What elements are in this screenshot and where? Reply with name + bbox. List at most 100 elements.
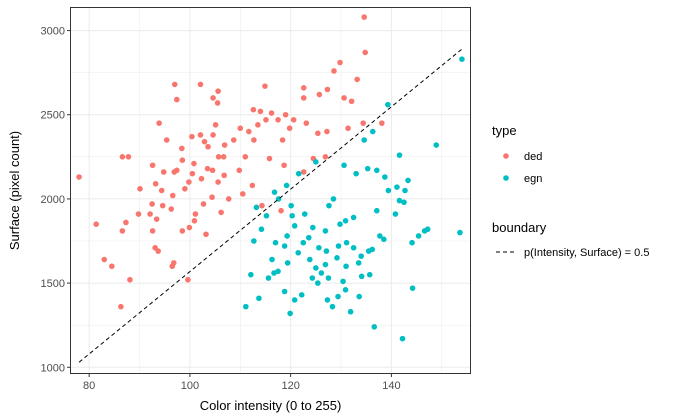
point-ded <box>268 110 275 116</box>
point-egn <box>288 202 294 209</box>
major-gridlines <box>70 7 471 374</box>
point-egn <box>373 207 380 214</box>
point-egn <box>415 233 422 239</box>
point-egn <box>343 263 349 270</box>
point-egn <box>337 221 343 227</box>
point-ded <box>286 125 293 132</box>
point-egn <box>355 260 362 266</box>
point-egn <box>256 295 262 302</box>
point-ded <box>191 218 198 224</box>
x-tick-label: 140 <box>382 380 400 392</box>
point-ded <box>203 231 209 238</box>
point-ded <box>197 81 204 88</box>
point-ded <box>198 175 205 182</box>
point-egn <box>305 234 312 241</box>
point-egn <box>315 280 321 286</box>
point-ded <box>163 137 170 143</box>
point-ded <box>119 154 126 160</box>
point-egn <box>283 182 290 189</box>
point-egn <box>358 253 364 259</box>
point-ded <box>204 165 211 172</box>
point-egn <box>323 248 330 254</box>
point-egn <box>405 177 411 184</box>
point-egn <box>313 159 319 165</box>
point-ded <box>171 169 178 175</box>
point-egn <box>409 285 416 291</box>
point-egn <box>396 197 403 204</box>
point-egn <box>381 236 387 243</box>
point-egn <box>373 167 380 174</box>
point-egn <box>358 273 365 280</box>
x-tick-label: 100 <box>181 380 199 392</box>
point-ded <box>215 88 221 94</box>
legend-key-egn <box>503 175 509 181</box>
point-egn <box>335 243 342 249</box>
point-ded <box>300 85 307 91</box>
point-ded <box>160 169 167 175</box>
point-ded <box>257 108 264 115</box>
point-egn <box>433 142 440 148</box>
point-egn <box>289 212 295 219</box>
point-ded <box>147 211 153 217</box>
point-egn <box>385 187 392 194</box>
point-ded <box>209 167 216 174</box>
point-egn <box>377 233 383 239</box>
legend-boundary-title: boundary <box>492 220 547 235</box>
point-ded <box>322 154 329 160</box>
point-ded <box>230 137 237 143</box>
point-egn <box>306 256 313 263</box>
point-ded <box>109 263 115 270</box>
point-ded <box>179 145 185 152</box>
point-egn <box>402 187 408 194</box>
point-egn <box>394 184 400 190</box>
point-ded <box>158 187 165 194</box>
point-egn <box>281 288 288 295</box>
legend-boundary: boundary p(Intensity, Surface) = 0.5 <box>492 220 649 259</box>
point-egn <box>300 239 307 246</box>
point-egn <box>371 324 378 330</box>
point-egn <box>365 248 372 254</box>
point-ded <box>246 128 252 135</box>
legend-key-ded <box>503 153 509 159</box>
point-ded <box>316 91 323 98</box>
point-egn <box>350 214 357 221</box>
point-ded <box>331 68 337 74</box>
point-ded <box>214 100 221 106</box>
point-egn <box>322 261 329 268</box>
point-ded <box>220 154 227 160</box>
point-ded <box>127 276 133 283</box>
point-egn <box>385 101 391 108</box>
point-ded <box>185 276 191 283</box>
point-egn <box>263 212 270 219</box>
point-egn <box>295 170 302 177</box>
point-egn <box>251 238 257 244</box>
point-ded <box>279 137 286 143</box>
point-ded <box>361 14 368 20</box>
legend-type: type ded egn <box>492 123 542 185</box>
point-ded <box>192 211 199 217</box>
point-ded <box>156 120 162 126</box>
point-egn <box>341 162 347 169</box>
panel-background <box>70 7 471 374</box>
point-egn <box>459 56 465 62</box>
point-ded <box>263 116 269 123</box>
point-ded <box>281 162 287 169</box>
point-ded <box>169 192 176 199</box>
panel-border <box>70 7 471 374</box>
point-egn <box>329 303 336 310</box>
point-ded <box>205 143 211 150</box>
legend-label-egn: egn <box>524 173 542 185</box>
legend-label-boundary: p(Intensity, Surface) = 0.5 <box>524 247 649 259</box>
point-ded <box>153 216 160 222</box>
point-egn <box>340 278 346 285</box>
y-axis-title: Surface (pixel count) <box>7 131 22 250</box>
point-ded <box>348 98 355 105</box>
point-egn <box>396 152 403 158</box>
point-egn <box>291 223 298 229</box>
point-ded <box>290 116 297 123</box>
point-ded <box>182 186 188 192</box>
point-ded <box>149 201 155 207</box>
point-ded <box>179 228 186 234</box>
point-egn <box>366 271 373 278</box>
x-tick-label: 120 <box>281 380 299 392</box>
